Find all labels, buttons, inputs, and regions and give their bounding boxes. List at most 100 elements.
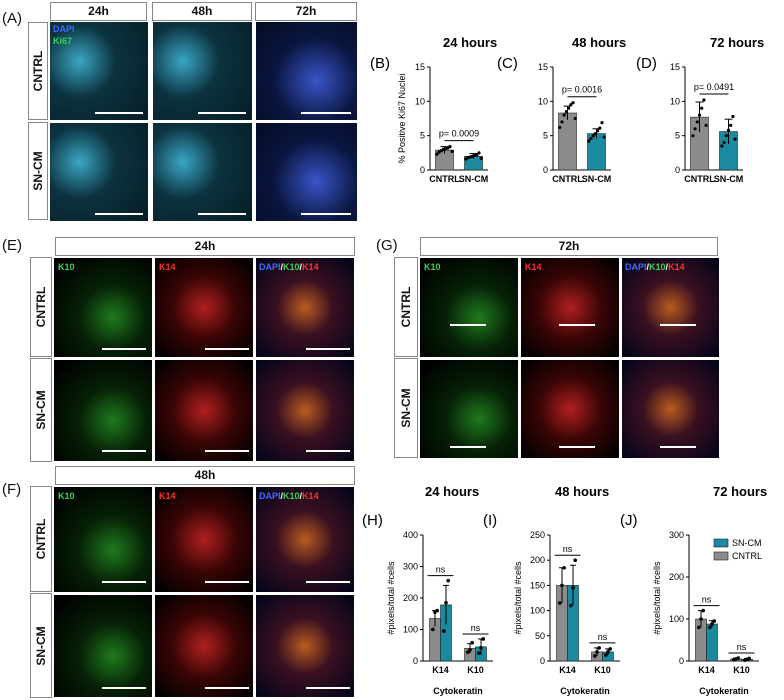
micrograph-f-sncm-k14 xyxy=(154,594,254,698)
chart-j-point xyxy=(701,608,705,613)
scale-bar xyxy=(660,324,696,326)
panel-label-j: (J) xyxy=(620,512,638,529)
chart-d-point xyxy=(724,134,728,138)
scale-bar xyxy=(198,213,246,215)
chart-h-point xyxy=(442,629,446,633)
overlay-k14: K14 xyxy=(159,262,176,272)
chart-b-ylabel: % Positive Ki67 Nuclei xyxy=(397,73,407,163)
panel-g-header: 72h xyxy=(420,237,718,256)
micrograph-e-cntrl-k14: K14 xyxy=(154,257,254,358)
overlay-k14: K14 xyxy=(159,491,176,501)
scale-bar xyxy=(306,581,350,583)
micrograph-e-cntrl-merge: DAPI/K10/K14 xyxy=(255,257,355,358)
micrograph-g-cntrl-k10: K10 xyxy=(419,257,519,358)
chart-h-ylabel: #pixels/total #cells xyxy=(386,561,396,635)
scale-bar xyxy=(198,112,246,114)
chart-j-bar xyxy=(695,618,707,662)
scale-bar xyxy=(559,324,595,326)
scale-bar xyxy=(306,450,350,452)
panel-label-i: (I) xyxy=(483,512,497,529)
chart-c-title: 48 hours xyxy=(572,35,626,50)
chart-b-point xyxy=(441,147,445,151)
chart-j-legend-swatch xyxy=(713,538,729,548)
chart-i-point xyxy=(595,650,599,654)
micrograph-g-sncm-k14 xyxy=(520,359,620,459)
micrograph-g-cntrl-k14: K14 xyxy=(520,257,620,358)
chart-c-bar xyxy=(558,112,577,171)
micrograph-f-sncm-k10 xyxy=(53,594,153,698)
chart-h-point xyxy=(446,578,451,583)
chart-d-point xyxy=(733,137,737,141)
scale-bar xyxy=(301,213,351,215)
scale-bar xyxy=(102,581,146,583)
chart-b-point xyxy=(475,153,479,157)
chart-c-ytick-label: 15 xyxy=(538,62,548,72)
chart-b-xtick-label: CNTRL xyxy=(429,174,460,184)
panel-e-row-sncm: SN-CM xyxy=(30,358,52,462)
chart-j-ytick-label: 100 xyxy=(669,614,684,624)
chart-c-point xyxy=(567,106,571,110)
micrograph-f-cntrl-merge: DAPI/K10/K14 xyxy=(255,486,355,593)
scale-bar xyxy=(205,450,249,452)
micrograph-g-cntrl-merge: DAPI/K10/K14 xyxy=(621,257,720,358)
chart-h-point xyxy=(435,608,440,613)
chart-j-point xyxy=(747,656,751,661)
panel-a-row-sncm-label: SN-CM xyxy=(31,151,45,191)
chart-c-point xyxy=(562,113,566,117)
chart-h-point xyxy=(431,627,435,632)
scale-bar xyxy=(306,348,350,350)
panel-e-row-cntrl: CNTRL xyxy=(30,257,52,357)
chart-d-point xyxy=(700,106,704,110)
chart-d-point xyxy=(704,123,708,127)
chart-h-ytick-label: 0 xyxy=(413,656,418,666)
chart-d-xtick-label: SN-CM xyxy=(714,174,744,184)
panel-f-row-cntrl: CNTRL xyxy=(30,486,52,592)
chart-b-point xyxy=(446,146,450,150)
chart-d-point xyxy=(729,123,733,127)
chart-i-ytick-label: 100 xyxy=(530,606,545,616)
chart-c-point xyxy=(593,132,598,136)
chart-d-point xyxy=(695,120,699,124)
chart-i-ytick-label: 250 xyxy=(530,530,545,540)
chart-c-bar xyxy=(587,133,606,171)
chart-j-point xyxy=(743,658,747,662)
scale-bar xyxy=(205,581,249,583)
chart-b-point xyxy=(470,154,474,158)
chart-b-point xyxy=(444,147,448,151)
micrograph-a-sncm-48h xyxy=(152,122,253,222)
chart-d-title: 72 hours xyxy=(710,35,764,50)
chart-i-point xyxy=(604,653,608,657)
chart-h-point xyxy=(466,650,470,654)
chart-b-xtick-label: SN-CM xyxy=(459,174,489,184)
panel-label-c: (C) xyxy=(497,55,518,72)
chart-c-ytick-label: 0 xyxy=(543,165,548,175)
panel-a-header-24h: 24h xyxy=(50,2,147,21)
chart-i-bar xyxy=(591,651,603,662)
micrograph-f-cntrl-k14: K14 xyxy=(154,486,254,593)
panel-a-header-72h: 72h xyxy=(255,2,357,21)
chart-b-ytick-label: 15 xyxy=(415,62,425,72)
scale-bar xyxy=(205,348,249,350)
chart-h-sig-label: ns xyxy=(436,565,446,575)
chart-b-point xyxy=(468,155,472,159)
chart-h-bar xyxy=(440,604,452,662)
panel-label-d: (D) xyxy=(636,55,657,72)
chart-c-point xyxy=(598,126,602,130)
micrograph-a-cntrl-72h xyxy=(255,21,358,121)
chart-j-xtick-label: K14 xyxy=(698,665,715,675)
chart-b-point xyxy=(437,150,441,154)
chart-j-bar xyxy=(730,658,742,662)
chart-j-legend-label: CNTRL xyxy=(732,551,762,561)
chart-h-bar xyxy=(429,618,441,662)
panel-g-row-cntrl-label: CNTRL xyxy=(399,286,413,328)
chart-h-point xyxy=(468,648,472,652)
overlay-merge: DAPI/K10/K14 xyxy=(625,262,685,272)
chart-b-point xyxy=(450,149,454,154)
panel-label-a: (A) xyxy=(2,10,22,27)
chart-h-ytick-label: 300 xyxy=(403,562,418,572)
chart-c-point xyxy=(587,139,591,143)
chart-b-point xyxy=(473,153,477,158)
chart-b-point xyxy=(439,149,443,153)
micrograph-e-sncm-k10 xyxy=(53,359,153,462)
chart-j-ylabel: #pixels/total #cells xyxy=(652,561,662,635)
